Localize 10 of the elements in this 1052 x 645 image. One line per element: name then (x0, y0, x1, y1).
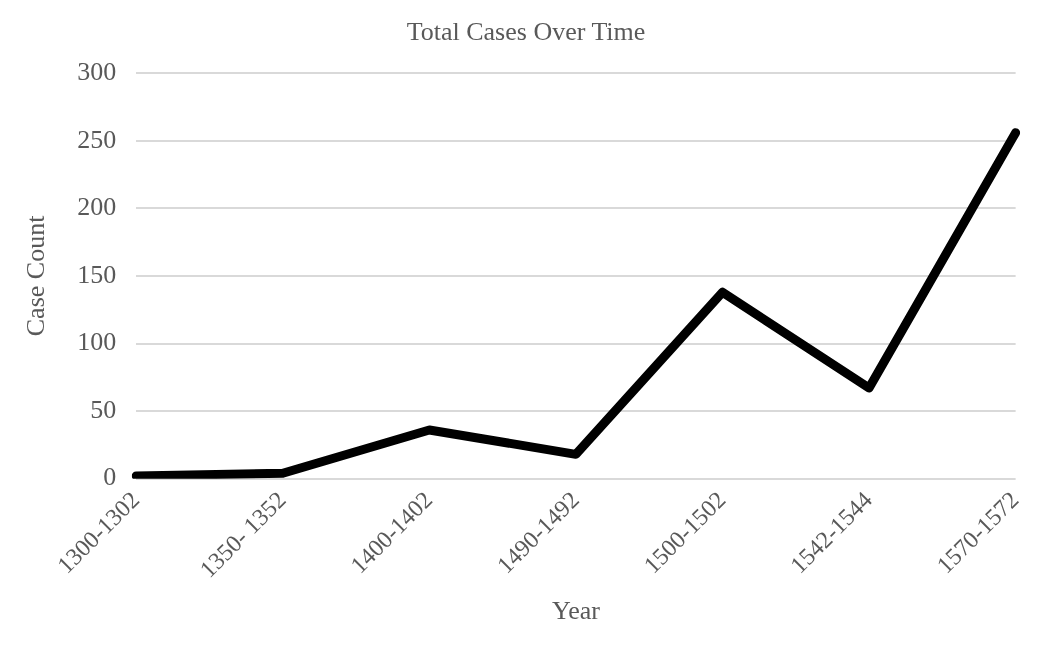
y-tick-label: 200 (77, 192, 117, 222)
y-tick-label: 150 (77, 259, 117, 289)
y-axis-title: Case Count (21, 214, 51, 337)
y-tick-label: 250 (77, 124, 117, 154)
x-axis-title: Year (551, 596, 601, 626)
y-tick-label: 0 (103, 462, 117, 492)
y-tick-label: 100 (77, 327, 117, 357)
y-tick-label: 50 (90, 394, 117, 424)
y-tick-label: 300 (77, 57, 117, 87)
chart-title: Total Cases Over Time (406, 17, 646, 47)
